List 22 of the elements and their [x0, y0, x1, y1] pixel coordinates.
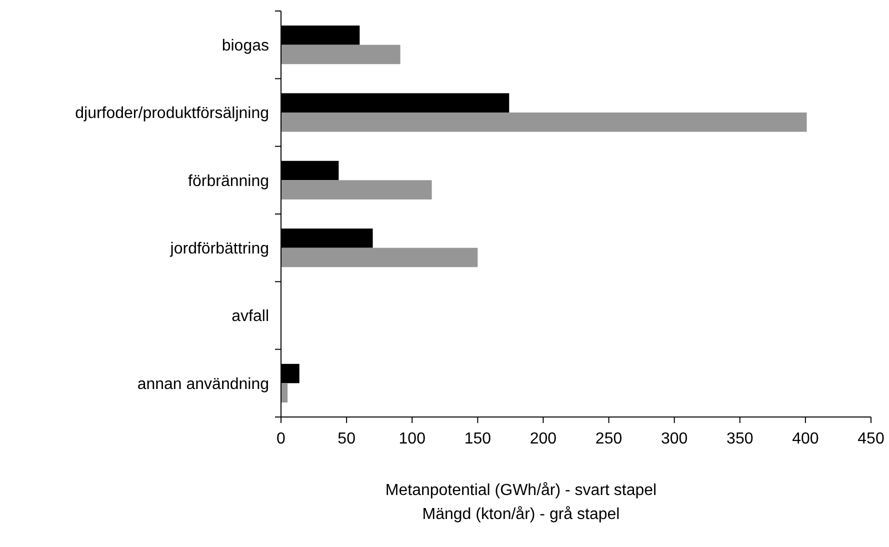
bar [281, 383, 288, 402]
bar [281, 180, 432, 200]
x-tick-label: 400 [792, 430, 819, 448]
y-tick-label: förbränning [188, 172, 269, 190]
bar [281, 248, 478, 268]
y-tick-label: annan användning [137, 376, 269, 393]
x-tick-label: 150 [464, 430, 492, 448]
bar [281, 112, 807, 132]
y-tick-label: djurfoder/produktförsäljning [75, 105, 269, 122]
x-tick-label: 200 [530, 430, 557, 448]
bar [281, 44, 400, 64]
x-tick-label: 250 [595, 430, 622, 448]
y-tick-label: jordförbättring [169, 240, 269, 258]
x-tick-label: 450 [858, 430, 884, 448]
x-tick-label: 50 [338, 430, 356, 448]
x-tick-label: 300 [660, 430, 688, 448]
x-axis-title: Metanpotential (GWh/år) - svart stapel Mängd (kton/år) - grå stapel [385, 482, 657, 523]
y-tick-label: biogas [222, 37, 269, 54]
x-tick-label: 0 [276, 430, 286, 448]
y-tick-label: avfall [232, 308, 269, 326]
x-tick-label: 350 [726, 430, 754, 448]
x-tick-label: 100 [398, 430, 426, 448]
